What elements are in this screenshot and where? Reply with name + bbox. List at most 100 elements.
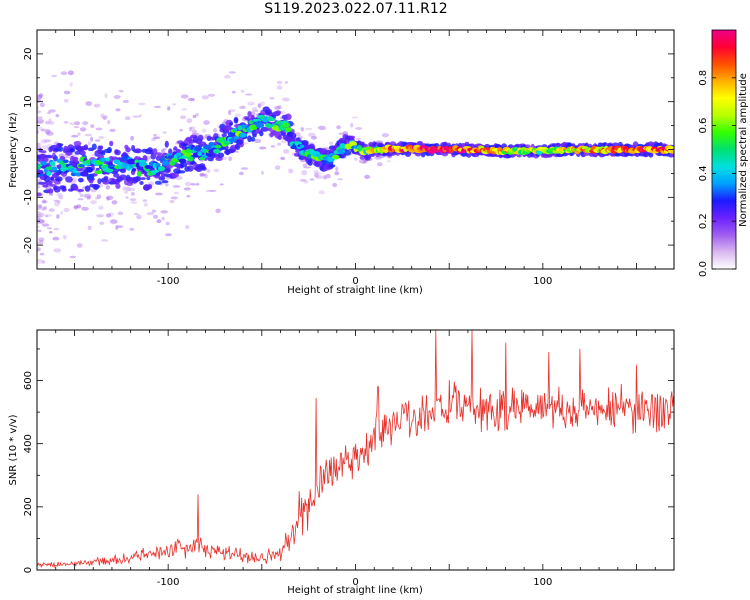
heatmap-cell xyxy=(62,235,67,240)
heatmap-cell xyxy=(63,120,69,124)
heatmap-cell xyxy=(126,182,133,186)
heatmap-cell xyxy=(103,115,108,118)
heatmap-cell xyxy=(51,74,58,78)
heatmap-cell xyxy=(233,136,240,140)
heatmap-cell xyxy=(134,148,142,154)
spectrogram-x-tick-label: 100 xyxy=(533,276,552,287)
heatmap-cell xyxy=(276,142,282,146)
heatmap-cell xyxy=(118,90,124,93)
heatmap-cell xyxy=(65,176,73,183)
heatmap-cell xyxy=(153,105,162,108)
heatmap-cell xyxy=(288,168,294,174)
heatmap-cell xyxy=(83,193,92,199)
heatmap-cell xyxy=(219,183,224,186)
heatmap-cell xyxy=(73,156,79,162)
spectrogram-heatmap xyxy=(37,70,674,264)
colorbar-tick-label: 0.8 xyxy=(698,70,709,86)
snr-ylabel: SNR (10 * v/v) xyxy=(8,414,19,485)
heatmap-cell xyxy=(111,156,118,161)
heatmap-cell xyxy=(299,179,307,182)
heatmap-cell xyxy=(41,145,48,150)
spectrogram-x-tick-label: 0 xyxy=(352,276,358,287)
heatmap-cell xyxy=(42,157,49,163)
snr-y-tick-label: 600 xyxy=(23,371,34,390)
heatmap-cell xyxy=(40,150,47,154)
heatmap-cell xyxy=(49,121,55,125)
heatmap-cell xyxy=(187,98,195,101)
heatmap-cell xyxy=(48,208,55,212)
heatmap-cell xyxy=(97,178,102,185)
heatmap-cell xyxy=(63,207,70,213)
heatmap-cell xyxy=(180,94,189,99)
heatmap-cell xyxy=(243,142,249,145)
heatmap-cell xyxy=(138,114,142,117)
heatmap-cell xyxy=(56,214,60,219)
spectrogram-y-tick-label: -10 xyxy=(23,189,34,205)
heatmap-cell xyxy=(77,198,84,201)
heatmap-cell xyxy=(37,214,43,219)
heatmap-cell xyxy=(132,115,141,118)
heatmap-cell xyxy=(37,126,43,130)
heatmap-cell xyxy=(100,239,109,242)
heatmap-cell xyxy=(71,134,78,138)
heatmap-cell xyxy=(184,181,192,187)
heatmap-cell xyxy=(355,127,363,130)
heatmap-cell xyxy=(162,131,167,134)
heatmap-cell xyxy=(116,225,124,229)
heatmap-cell xyxy=(309,178,315,181)
heatmap-cell xyxy=(171,172,179,178)
heatmap-cell xyxy=(247,101,255,106)
heatmap-cell xyxy=(228,138,237,143)
heatmap-cell xyxy=(228,110,232,116)
heatmap-cell xyxy=(270,145,276,148)
heatmap-cell xyxy=(78,164,85,168)
heatmap-cell xyxy=(195,183,200,186)
heatmap-cell xyxy=(99,221,105,225)
heatmap-cell xyxy=(115,149,121,156)
heatmap-cell xyxy=(332,154,340,160)
heatmap-cell xyxy=(131,192,135,196)
heatmap-cell xyxy=(343,149,352,156)
heatmap-cell xyxy=(155,192,163,196)
colorbar-ticks: 0.0 0.2 0.4 0.6 0.8 xyxy=(698,70,736,277)
heatmap-cell xyxy=(37,217,41,220)
heatmap-cell xyxy=(284,81,288,84)
heatmap-cell xyxy=(37,178,42,182)
heatmap-cell xyxy=(37,192,42,197)
heatmap-cell xyxy=(136,214,142,220)
heatmap-cell xyxy=(172,185,181,188)
colorbar: 0.0 0.2 0.4 0.6 0.8 Normalized spectral ampl… xyxy=(698,29,749,277)
heatmap-cell xyxy=(40,128,46,132)
heatmap-cell xyxy=(215,208,221,214)
heatmap-cell xyxy=(165,233,172,237)
snr-axes: -100 0 100 0 200 400 600 xyxy=(23,330,675,588)
heatmap-cell xyxy=(203,120,210,125)
heatmap-cell xyxy=(300,127,305,132)
heatmap-cell xyxy=(37,259,43,264)
heatmap-cell xyxy=(301,170,308,176)
heatmap-cell xyxy=(516,154,522,158)
heatmap-cell xyxy=(214,144,222,149)
heatmap-cell xyxy=(78,177,84,183)
heatmap-cell xyxy=(136,171,142,177)
heatmap-cell xyxy=(37,110,42,114)
snr-x-tick-label: 0 xyxy=(352,577,358,588)
heatmap-cell xyxy=(44,154,53,159)
heatmap-cell xyxy=(160,210,168,214)
heatmap-cell xyxy=(169,200,175,203)
snr-x-tick-label: -100 xyxy=(157,577,180,588)
colorbar-tick-label: 0.0 xyxy=(698,261,709,277)
heatmap-cell xyxy=(187,165,194,172)
heatmap-cell xyxy=(135,175,142,182)
heatmap-cell xyxy=(140,177,146,181)
heatmap-cell xyxy=(205,190,210,193)
heatmap-cell xyxy=(38,237,45,242)
heatmap-cell xyxy=(158,165,166,172)
heatmap-cell xyxy=(173,191,179,195)
heatmap-cell xyxy=(227,131,235,137)
spectrogram-x-tick-label: -100 xyxy=(157,276,180,287)
heatmap-cell xyxy=(37,247,41,252)
heatmap-cell xyxy=(79,150,86,156)
